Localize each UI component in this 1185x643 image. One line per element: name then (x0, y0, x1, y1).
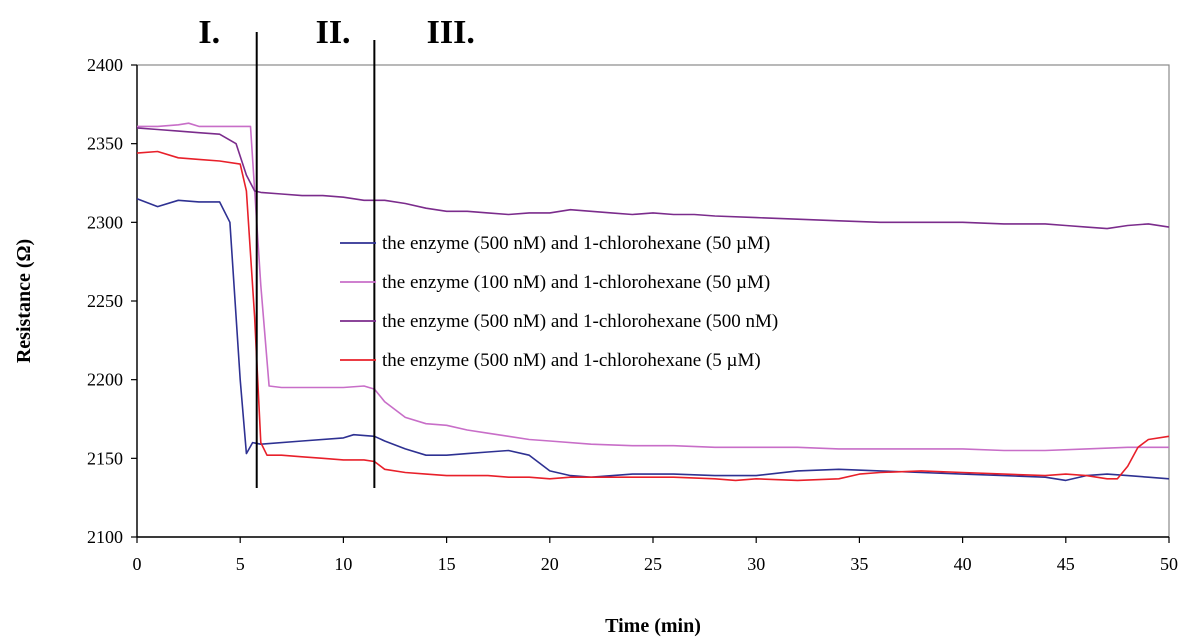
series-line-4 (136, 150, 1170, 482)
y-tick-label: 2100 (87, 527, 123, 547)
x-tick-label: 15 (438, 554, 456, 574)
legend-label-2: the enzyme (100 nM) and 1-chlorohexane (… (382, 272, 770, 293)
x-tick-label: 20 (541, 554, 559, 574)
x-tick-label: 25 (644, 554, 662, 574)
y-tick-label: 2400 (87, 55, 123, 75)
y-tick-label: 2200 (87, 370, 123, 390)
series-line-2 (137, 122, 1169, 452)
x-tick-label: 5 (236, 554, 245, 574)
legend: the enzyme (500 nM) and 1-chlorohexane (… (340, 233, 778, 371)
x-axis-title: Time (min) (605, 615, 701, 637)
x-tick-label: 30 (747, 554, 765, 574)
y-tick-label: 2250 (87, 291, 123, 311)
phase-labels: I. II. III. (198, 14, 474, 51)
series-line-3 (136, 127, 1170, 230)
phase-label-1: I. (198, 14, 220, 51)
x-tick-label: 0 (133, 554, 142, 574)
x-tick-label: 45 (1057, 554, 1075, 574)
plot-area-border (136, 64, 1170, 538)
y-tick-label: 2300 (87, 212, 123, 232)
x-tick-label: 35 (850, 554, 868, 574)
legend-label-4: the enzyme (500 nM) and 1-chlorohexane (… (382, 350, 761, 371)
x-tick-label: 40 (954, 554, 972, 574)
legend-label-3: the enzyme (500 nM) and 1-chlorohexane (… (382, 311, 778, 332)
series-lines (136, 122, 1170, 482)
y-tick-label: 2350 (87, 134, 123, 154)
legend-label-1: the enzyme (500 nM) and 1-chlorohexane (… (382, 233, 770, 254)
x-tick-label: 10 (334, 554, 352, 574)
x-tick-label: 50 (1160, 554, 1178, 574)
y-axis-title: Resistance (Ω) (13, 239, 35, 363)
phase-label-3: III. (427, 14, 475, 51)
axis-ticks: 0 5 10 15 20 25 30 35 40 45 50 2100 2150 2200 2250 2300… (87, 55, 1178, 574)
series-line-1 (136, 197, 1170, 482)
y-tick-label: 2150 (87, 448, 123, 468)
phase-label-2: II. (316, 14, 351, 51)
phase-dividers (255, 32, 376, 488)
